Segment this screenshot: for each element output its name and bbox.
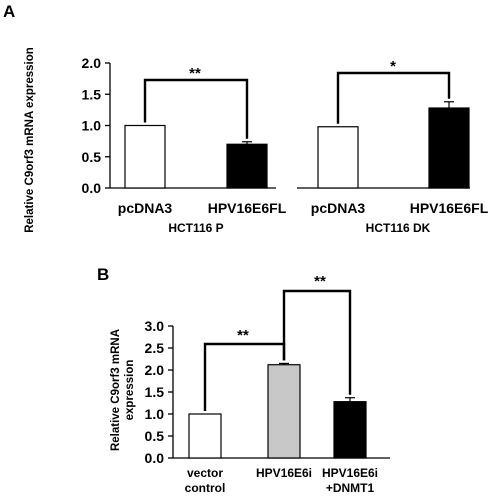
a-hct116dk-group-label: HCT116 DK — [366, 221, 431, 235]
b-bar — [333, 401, 367, 459]
a-hct116dk-category-label: HPV16E6FL — [410, 200, 489, 216]
b-category-label: +DNMT1 — [326, 481, 375, 495]
b-category-label: control — [185, 481, 226, 495]
a-hct116p-ytick-label: 0.5 — [82, 149, 102, 165]
b-category-label: HPV16E6i — [256, 466, 312, 480]
a-hct116p-category-label: pcDNA3 — [118, 200, 173, 216]
a-hct116dk-category-label: pcDNA3 — [311, 200, 366, 216]
b-ytick-label: 2.0 — [145, 362, 165, 378]
b-bar — [188, 413, 222, 459]
a-hct116p-significance-label: ** — [189, 65, 201, 82]
b-ytick-label: 1.0 — [145, 406, 165, 422]
a-hct116p-ytick-label: 1.0 — [82, 118, 102, 134]
panel-a-ylabel: Relative C9orf3 mRNA expression — [24, 47, 36, 233]
b-significance-bracket — [282, 289, 352, 395]
a-hct116p-ytick-label: 1.5 — [82, 86, 102, 102]
b-ytick-label: 3.0 — [145, 318, 165, 334]
a-hct116dk-significance-bracket — [336, 71, 451, 124]
panel-letter-b: B — [97, 265, 109, 284]
b-category-label: HPV16E6i — [322, 466, 378, 480]
b-significance-label: ** — [237, 327, 249, 344]
b-ytick-label: 2.5 — [145, 340, 165, 356]
a-hct116dk-bar — [428, 107, 470, 189]
b-ytick-label: 0.5 — [145, 428, 165, 444]
a-hct116dk-significance-label: * — [390, 58, 396, 75]
b-bar — [267, 364, 301, 459]
panel-b-ylabel-line-2: expression — [124, 360, 136, 421]
a-hct116p-ytick-label: 2.0 — [82, 55, 102, 71]
a-hct116p-bar — [226, 143, 268, 189]
b-category-label: vector — [187, 466, 223, 480]
a-hct116p-ytick-label: 0.0 — [82, 180, 102, 196]
b-ytick-label: 0.0 — [145, 450, 165, 466]
a-hct116p-significance-bracket — [143, 78, 249, 139]
a-hct116p-bar — [124, 124, 166, 189]
panel-b-ylabel-line-1: Relative C9orf3 mRNA — [110, 329, 122, 451]
a-hct116p-group-label: HCT116 P — [168, 221, 223, 235]
a-hct116p-category-label: HPV16E6FL — [208, 200, 287, 216]
a-hct116dk-bar — [317, 126, 359, 189]
b-ytick-label: 1.5 — [145, 384, 165, 400]
panel-letter-a: A — [3, 2, 15, 21]
b-significance-label: ** — [314, 273, 326, 290]
